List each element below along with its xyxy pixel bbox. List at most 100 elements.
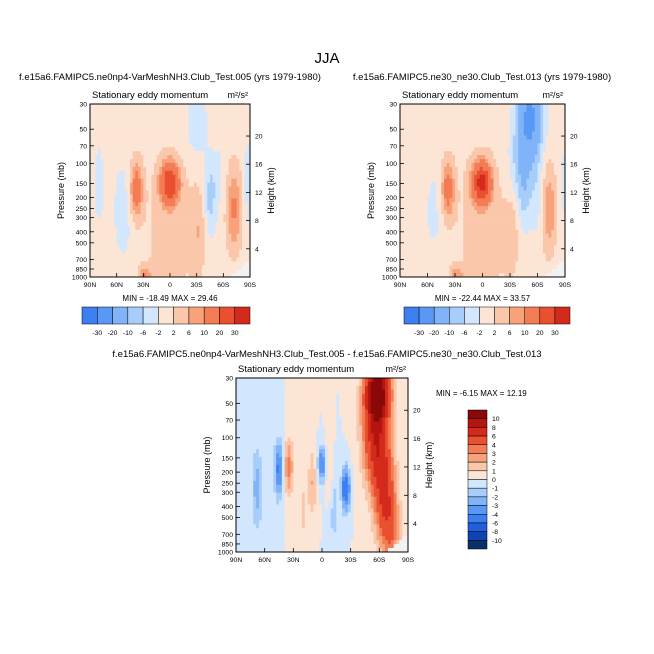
field-cell: [452, 225, 456, 231]
field-cell: [457, 104, 461, 109]
field-cell: [479, 214, 483, 219]
field-cell: [103, 159, 107, 164]
field-cell: [559, 143, 563, 148]
field-cell: [515, 147, 519, 152]
field-cell: [228, 206, 232, 211]
field-cell: [499, 194, 503, 199]
field-cell: [474, 170, 478, 176]
field-cell: [138, 147, 142, 152]
field-cell: [545, 119, 549, 125]
field-cell: [154, 241, 158, 246]
min-max-stats: MIN = -18.49 MAX = 29.46: [122, 294, 218, 303]
field-cell: [477, 229, 481, 235]
field-cell: [244, 166, 248, 172]
field-cell: [111, 127, 115, 132]
field-cell: [130, 119, 134, 125]
field-cell: [422, 115, 426, 121]
field-cell: [130, 182, 134, 187]
field-cell: [114, 190, 118, 195]
field-cell: [164, 241, 168, 246]
field-cell: [427, 174, 431, 180]
field-cell: [90, 202, 94, 207]
field-cell: [207, 269, 211, 274]
field-cell: [140, 131, 144, 136]
field-cell: [405, 229, 409, 235]
field-cell: [244, 265, 248, 270]
field-cell: [471, 159, 475, 164]
field-cell: [457, 115, 461, 121]
field-cell: [162, 221, 166, 227]
field-cell: [545, 107, 549, 113]
field-cell: [132, 233, 136, 239]
field-cell: [239, 123, 243, 128]
field-cell: [183, 159, 187, 164]
field-cell: [554, 111, 558, 117]
field-cell: [180, 115, 184, 121]
field-cell: [108, 229, 112, 235]
field-cell: [523, 115, 527, 121]
field-cell: [100, 218, 104, 223]
field-cell: [438, 229, 442, 235]
field-cell: [122, 111, 126, 117]
field-cell: [215, 111, 219, 117]
field-cell: [130, 107, 134, 113]
field-cell: [122, 269, 126, 274]
field-cell: [231, 229, 235, 235]
field-cell: [515, 237, 519, 243]
field-cell: [427, 190, 431, 195]
field-cell: [400, 198, 404, 203]
field-cell: [501, 155, 505, 160]
field-cell: [215, 147, 219, 152]
field-cell: [151, 151, 155, 156]
field-cell: [159, 206, 163, 211]
field-cell: [433, 135, 437, 140]
field-cell: [162, 210, 166, 215]
field-cell: [537, 210, 541, 215]
field-cell: [499, 166, 503, 172]
field-cell: [164, 214, 168, 219]
field-cell: [138, 115, 142, 121]
field-cell: [119, 257, 123, 262]
field-cell: [496, 241, 500, 246]
field-cell: [220, 147, 224, 152]
field-cell: [455, 182, 459, 187]
field-cell: [191, 233, 195, 239]
field-cell: [534, 249, 538, 254]
field-cell: [427, 147, 431, 152]
field-cell: [444, 178, 448, 184]
field-cell: [199, 218, 203, 223]
field-cell: [159, 162, 163, 168]
field-cell: [416, 241, 420, 246]
field-cell: [236, 269, 240, 274]
field-cell: [212, 202, 216, 207]
field-cell: [408, 245, 412, 250]
field-cell: [485, 202, 489, 207]
field-cell: [180, 170, 184, 176]
field-cell: [493, 182, 497, 187]
field-cell: [127, 186, 131, 191]
field-cell: [474, 237, 478, 243]
field-cell: [452, 218, 456, 223]
field-cell: [430, 155, 434, 160]
field-cell: [138, 214, 142, 219]
field-cell: [234, 131, 238, 136]
field-cell: [551, 225, 555, 231]
field-cell: [180, 127, 184, 132]
field-cell: [215, 214, 219, 219]
field-cell: [156, 186, 160, 191]
field-cell: [191, 155, 195, 160]
field-cell: [545, 237, 549, 243]
field-cell: [471, 147, 475, 152]
field-cell: [154, 257, 158, 262]
field-cell: [228, 111, 232, 117]
field-cell: [164, 198, 168, 203]
field-cell: [422, 190, 426, 195]
field-cell: [204, 127, 208, 132]
field-cell: [135, 123, 139, 128]
field-cell: [512, 214, 516, 219]
field-cell: [452, 135, 456, 140]
field-cell: [488, 198, 492, 203]
field-cell: [180, 233, 184, 239]
field-cell: [438, 127, 442, 132]
field-cell: [452, 166, 456, 172]
